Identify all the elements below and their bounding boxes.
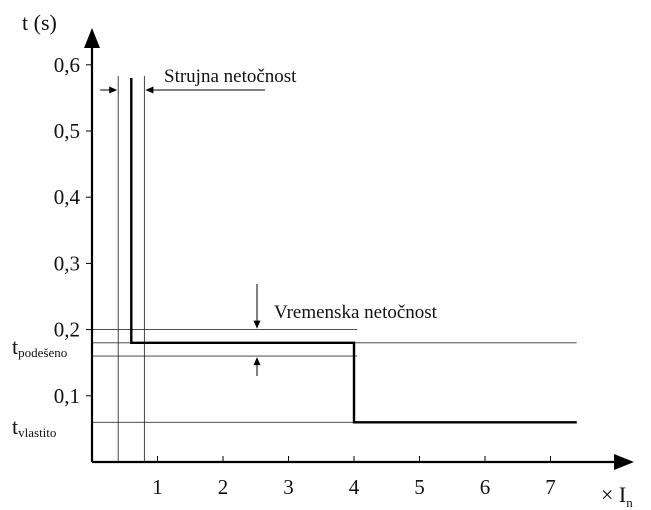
series-line-0 [130, 78, 577, 424]
annotation-strujna-netocnost: Strujna netočnost [164, 66, 297, 87]
annotations [100, 86, 265, 376]
reference-label-vlastito: tvlastito [12, 414, 56, 440]
y-tick-label-2: 0,3 [54, 251, 80, 275]
x-axis-title: × In [601, 482, 633, 510]
current-tol-left-arrow [109, 86, 118, 94]
x-tick-label-2: 2 [218, 475, 229, 499]
reference-label-subscript-vlastito: vlastito [18, 425, 56, 440]
axes [84, 28, 634, 470]
current-tol-right-arrow [145, 86, 154, 94]
y-axis-title: t (s) [22, 10, 57, 35]
x-axis-arrow [614, 454, 634, 470]
reference-label-subscript-podešeno: podešeno [18, 345, 67, 360]
y-tick-label-0: 0,1 [54, 384, 80, 408]
y-tick-label-1: 0,2 [54, 318, 80, 342]
x-tick-label-7: 7 [545, 475, 556, 499]
y-tick-label-4: 0,5 [54, 119, 80, 143]
y-axis-arrow [84, 28, 100, 48]
time-tol-top-arrow [253, 320, 261, 329]
annotation-vremenska-netocnost: Vremenska netočnost [274, 302, 438, 323]
x-tick-label-4: 4 [349, 475, 360, 499]
x-axis-title-subscript: n [626, 495, 633, 510]
reference-lines [92, 76, 577, 462]
labels: 1 2 3 4 5 6 70,10,20,30,40,50,6t (s)× Intpodeš… [12, 10, 633, 510]
y-tick-label-5: 0,6 [54, 53, 80, 77]
y-tick-label-3: 0,4 [54, 185, 81, 209]
x-tick-label-6: 6 [480, 475, 491, 499]
series [130, 78, 577, 424]
time-tol-bottom-arrow [253, 357, 261, 366]
x-tick-label-3: 3 [283, 475, 294, 499]
x-tick-label-1: 1 [152, 475, 163, 499]
x-tick-label-5: 5 [414, 475, 425, 499]
